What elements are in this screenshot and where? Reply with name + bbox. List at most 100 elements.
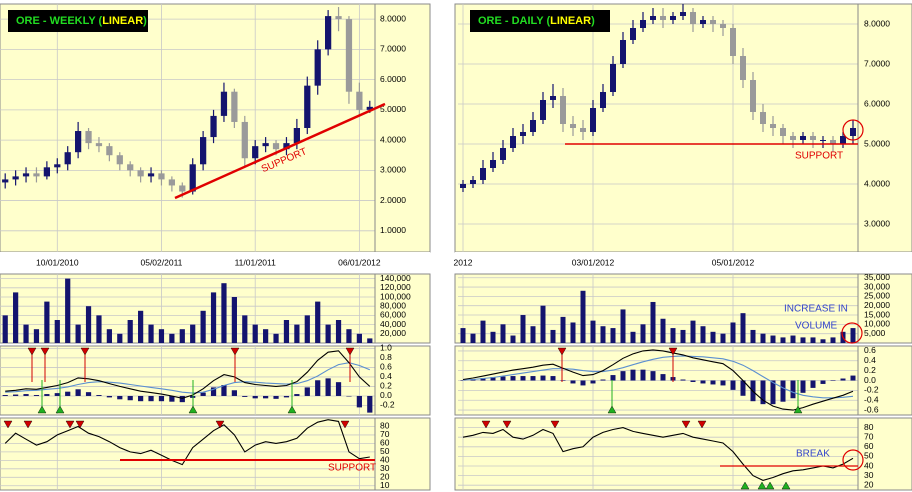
volume-bar bbox=[670, 328, 676, 343]
macd-histogram-bar bbox=[325, 378, 331, 396]
candle-body bbox=[12, 176, 19, 180]
sell-marker bbox=[340, 420, 350, 429]
y-tick-label: 0.0 bbox=[864, 375, 876, 385]
y-tick-label: 60,000 bbox=[380, 310, 406, 320]
macd-histogram-bar bbox=[570, 380, 576, 384]
volume-bar bbox=[273, 333, 279, 343]
y-tick-label: 140,000 bbox=[380, 273, 411, 283]
date-strip bbox=[0, 252, 430, 274]
title-part: LINEAR bbox=[102, 15, 143, 27]
annotation: BREAK bbox=[796, 449, 830, 460]
volume-bar bbox=[560, 316, 566, 343]
volume-bar bbox=[158, 329, 165, 343]
macd-histogram-bar bbox=[770, 380, 776, 405]
volume-bar bbox=[850, 328, 856, 343]
y-tick-label: 4.0000 bbox=[380, 134, 406, 144]
macd-line bbox=[5, 350, 371, 399]
volume-bar bbox=[283, 320, 290, 343]
macd-signal-line bbox=[462, 355, 854, 399]
candle-body bbox=[85, 131, 92, 144]
macd-histogram-bar bbox=[75, 389, 81, 396]
y-tick-label: 30 bbox=[864, 470, 874, 480]
macd-histogram-bar bbox=[460, 380, 466, 381]
candle-body bbox=[680, 12, 686, 16]
y-tick-label: 3.0000 bbox=[864, 218, 890, 228]
volume-bar bbox=[190, 324, 196, 343]
macd-histogram-bar bbox=[680, 379, 686, 381]
macd-histogram-bar bbox=[760, 380, 766, 405]
volume-bar bbox=[138, 310, 144, 343]
macd-histogram-bar bbox=[820, 380, 826, 384]
candle-body bbox=[710, 20, 716, 24]
y-tick-label: -0.2 bbox=[380, 400, 395, 410]
annotation: INCREASE IN bbox=[784, 304, 848, 315]
x-tick-label: 03/01/2012 bbox=[572, 257, 615, 267]
candle-body bbox=[95, 143, 103, 147]
volume-bar bbox=[630, 331, 636, 343]
y-tick-label: 20 bbox=[864, 479, 874, 489]
volume-bar bbox=[610, 328, 616, 343]
sell-marker bbox=[23, 420, 33, 429]
candle-body bbox=[137, 170, 144, 177]
sell-marker bbox=[40, 347, 50, 356]
macd-histogram-bar bbox=[620, 371, 626, 381]
y-tick-label: 40 bbox=[864, 460, 874, 470]
y-tick-label: 70 bbox=[864, 431, 874, 441]
candle-body bbox=[127, 164, 134, 171]
y-tick-label: 0.4 bbox=[864, 355, 876, 365]
title-part: LINEAR bbox=[550, 15, 591, 27]
y-tick-label: 5.0000 bbox=[380, 104, 406, 114]
candle-body bbox=[356, 91, 363, 110]
volume-bar bbox=[780, 337, 786, 343]
volume-bar bbox=[800, 337, 806, 343]
macd-histogram-bar bbox=[23, 394, 29, 396]
candle-body bbox=[106, 146, 113, 156]
y-tick-label: 20 bbox=[380, 472, 390, 482]
candle-body bbox=[560, 96, 566, 124]
sell-marker bbox=[230, 347, 240, 356]
volume-bar bbox=[600, 326, 606, 343]
date-strip bbox=[455, 252, 912, 274]
candle-body bbox=[252, 146, 259, 159]
candle-body bbox=[520, 132, 526, 136]
volume-bar bbox=[460, 328, 466, 343]
marks: 1.0000 2.0000 3.0000 4.0000 5.0000 6.0000 7.00… bbox=[2, 4, 890, 490]
macd-histogram-bar bbox=[106, 395, 112, 398]
candle-body bbox=[490, 160, 496, 168]
y-tick-label: 3.0000 bbox=[380, 165, 406, 175]
volume-bar bbox=[252, 324, 258, 343]
sell-marker bbox=[3, 420, 13, 429]
macd-histogram-bar bbox=[730, 380, 736, 390]
sell-marker bbox=[75, 420, 85, 429]
buy-marker bbox=[188, 405, 198, 414]
candle-body bbox=[500, 148, 506, 160]
y-tick-label: 10,000 bbox=[864, 319, 890, 329]
macd-histogram-bar bbox=[335, 382, 342, 396]
sell-marker bbox=[345, 347, 355, 356]
volume-bar bbox=[200, 310, 206, 343]
buy-marker bbox=[287, 405, 297, 414]
rsi-line bbox=[462, 427, 854, 481]
candle-body bbox=[54, 164, 61, 168]
macd-histogram-bar bbox=[560, 380, 566, 381]
candle-body bbox=[210, 115, 217, 138]
volume-bar bbox=[75, 324, 81, 343]
volume-bar bbox=[550, 329, 556, 343]
candle-body bbox=[460, 184, 466, 188]
y-tick-label: -0.2 bbox=[864, 385, 879, 395]
macd-histogram-bar bbox=[65, 391, 71, 396]
y-tick-label: 80,000 bbox=[380, 300, 406, 310]
volume-bar bbox=[710, 331, 716, 343]
y-tick-label: 80 bbox=[380, 421, 390, 431]
volume-bar bbox=[640, 324, 646, 343]
y-tick-label: 20,000 bbox=[864, 300, 890, 310]
volume-bar bbox=[231, 297, 237, 343]
candle-body bbox=[22, 173, 30, 177]
candle-body bbox=[620, 40, 626, 64]
macd-histogram-bar bbox=[304, 387, 310, 396]
volume-bar bbox=[179, 329, 185, 343]
macd-histogram-bar bbox=[2, 395, 8, 396]
macd-histogram-bar bbox=[158, 395, 165, 402]
panel-background bbox=[454, 417, 912, 491]
candle-body bbox=[200, 137, 207, 165]
